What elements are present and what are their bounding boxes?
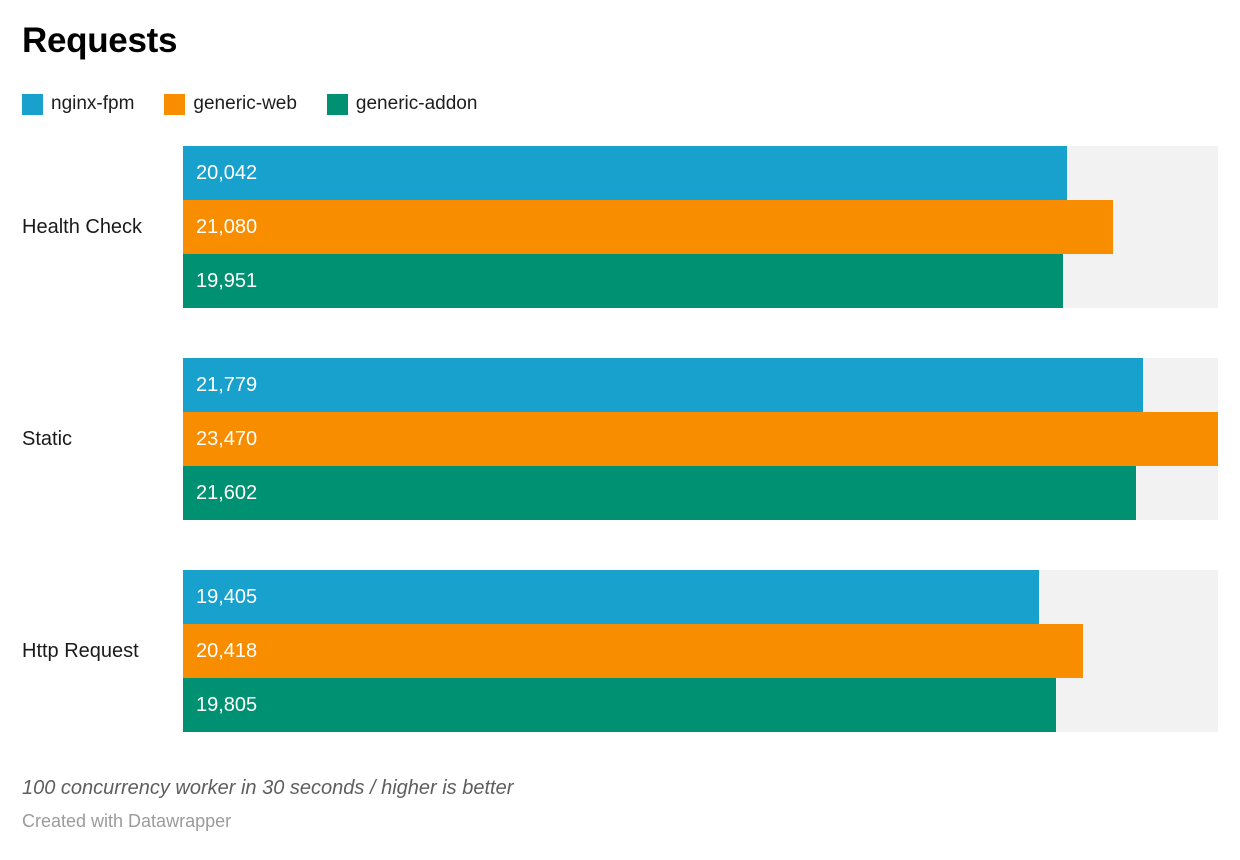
legend-label: nginx-fpm (51, 93, 135, 114)
bar-chart: Health Check 20,042 21,080 19,951 Static 21,7… (22, 146, 1218, 732)
legend-item-generic-web: generic-web (164, 93, 297, 115)
bar-nginx-fpm-static: 21,779 (183, 358, 1144, 412)
legend-label: generic-addon (355, 93, 478, 114)
legend-swatch-icon (164, 93, 186, 115)
bar-value-label: 21,779 (196, 373, 258, 396)
bar-generic-addon-http-request: 19,805 (183, 678, 1057, 732)
legend-label: generic-web (193, 93, 297, 114)
bar-track: 19,805 (183, 678, 1218, 732)
bar-value-label: 19,805 (196, 693, 258, 716)
bar-group-http-request: Http Request 19,405 20,418 19,805 (22, 570, 1218, 732)
bar-tracks: 21,779 23,470 21,602 (183, 358, 1218, 520)
bar-value-label: 20,042 (196, 161, 258, 184)
legend-item-generic-addon: generic-addon (326, 93, 478, 115)
bar-value-label: 19,405 (196, 585, 258, 608)
bar-track: 21,602 (183, 466, 1218, 520)
bar-track: 20,418 (183, 624, 1218, 678)
bar-tracks: 19,405 20,418 19,805 (183, 570, 1218, 732)
bar-track: 23,470 (183, 412, 1218, 466)
bar-nginx-fpm-health-check: 20,042 (183, 146, 1067, 200)
bar-track: 19,951 (183, 254, 1218, 308)
bar-nginx-fpm-http-request: 19,405 (183, 570, 1039, 624)
bar-value-label: 20,418 (196, 639, 258, 662)
bar-generic-web-health-check: 21,080 (183, 200, 1113, 254)
legend-swatch-icon (326, 93, 348, 115)
category-label-health-check: Health Check (22, 216, 143, 238)
category-label-http-request: Http Request (22, 640, 139, 662)
bar-generic-web-static: 23,470 (183, 412, 1218, 466)
bar-track: 20,042 (183, 146, 1218, 200)
bar-value-label: 23,470 (196, 427, 258, 450)
datawrapper-credit-link[interactable]: Created with Datawrapper (22, 811, 232, 831)
bar-value-label: 21,080 (196, 215, 258, 238)
bar-value-label: 19,951 (196, 269, 258, 292)
legend: nginx-fpm generic-web generic-addon (22, 93, 1218, 115)
bar-value-label: 21,602 (196, 481, 258, 504)
bar-group-static: Static 21,779 23,470 21,602 (22, 358, 1218, 520)
bar-generic-addon-health-check: 19,951 (183, 254, 1063, 308)
chart-title: Requests (22, 21, 178, 60)
bar-generic-addon-static: 21,602 (183, 466, 1136, 520)
chart-note: 100 concurrency worker in 30 seconds / h… (22, 777, 514, 799)
category-label-static: Static (22, 428, 73, 450)
bar-generic-web-http-request: 20,418 (183, 624, 1084, 678)
legend-swatch-icon (22, 93, 43, 115)
bar-track: 19,405 (183, 570, 1218, 624)
bar-group-health-check: Health Check 20,042 21,080 19,951 (22, 146, 1218, 308)
legend-item-nginx-fpm: nginx-fpm (22, 93, 134, 115)
bar-track: 21,080 (183, 200, 1218, 254)
bar-tracks: 20,042 21,080 19,951 (183, 146, 1218, 308)
bar-track: 21,779 (183, 358, 1218, 412)
